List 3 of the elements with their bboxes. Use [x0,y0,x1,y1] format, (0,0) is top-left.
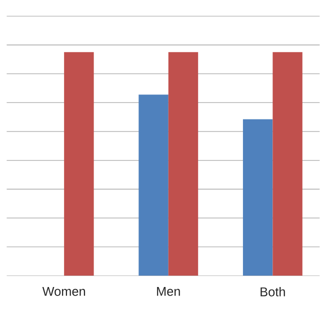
x-tick-label: Both [260,287,285,296]
x-tick-label: Men [157,287,180,296]
x-tick-label: Women [42,287,86,296]
